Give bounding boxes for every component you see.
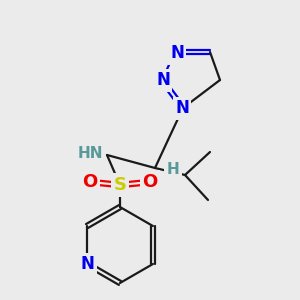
Text: S: S: [113, 176, 127, 194]
Text: H: H: [167, 163, 179, 178]
Text: O: O: [142, 173, 158, 191]
Text: N: N: [175, 99, 189, 117]
Text: HN: HN: [77, 146, 103, 161]
Text: N: N: [156, 71, 170, 89]
Text: N: N: [170, 44, 184, 62]
Text: O: O: [82, 173, 98, 191]
Text: N: N: [80, 255, 94, 273]
